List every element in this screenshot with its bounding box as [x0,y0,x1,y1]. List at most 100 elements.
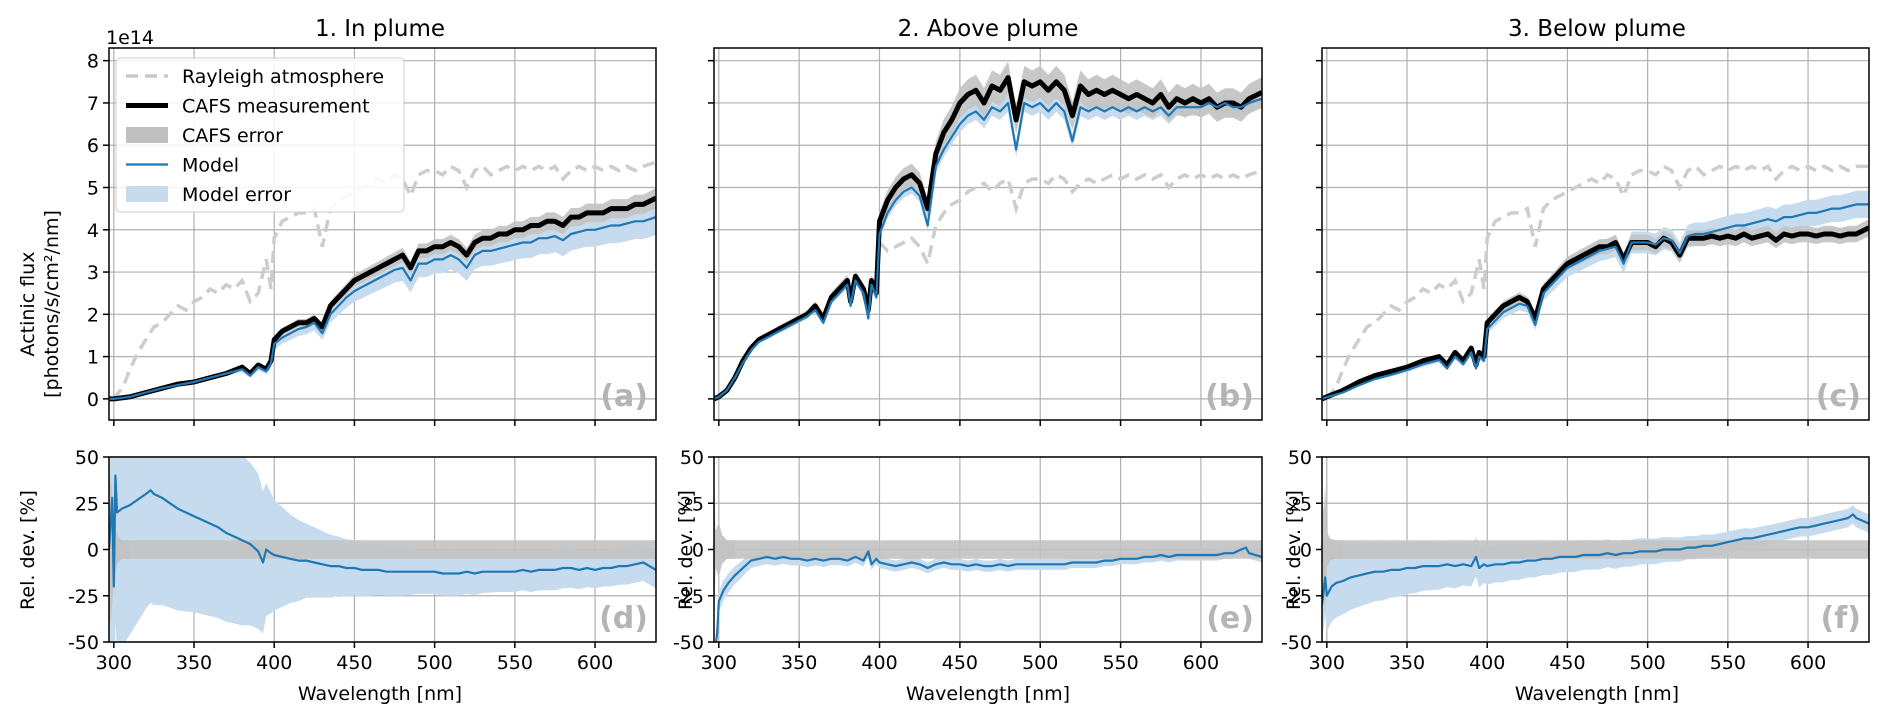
axes-frame [108,47,657,421]
panel-letter: (e) [1206,601,1254,636]
cafs-error-band [1322,540,1869,559]
cafs-error-band [714,540,1262,559]
top-ylabel-line1: Actinic flux [17,252,39,357]
data-layer [109,457,656,642]
legend-handle-patch [126,127,168,143]
y-tick-label: 3 [87,262,99,284]
x-tick-label: 600 [577,652,613,674]
legend-label: Model error [182,184,291,206]
legend-label: CAFS measurement [182,96,370,118]
panel-title-1: 1. In plume [315,16,445,42]
cafs-error-spike [714,466,735,633]
model-error-band [109,198,656,399]
x-tick-label: 450 [942,652,978,674]
top-ylabel-line2: [photons/s/cm²/nm] [41,210,63,398]
axes-frame [1321,47,1870,421]
panel-letter: (f) [1821,601,1861,636]
x-tick-label: 400 [861,652,897,674]
panel-b: (b) [708,47,1263,426]
cafs-line [1322,225,1869,402]
x-tick-label: 500 [417,652,453,674]
cafs-error-band [714,61,1262,399]
model-error-band [1322,505,1869,642]
bottom-ylabel-2: Rel. dev. [%] [675,490,697,610]
legend-frame [115,57,405,213]
model-line [714,97,1262,400]
x-tick-label: 350 [781,652,817,674]
y-tick-label: 25 [680,493,704,515]
x-tick-label: 350 [176,652,212,674]
cafs-error-spike [1322,475,1343,624]
data-layer [1322,164,1869,402]
panel-letter: (b) [1205,379,1254,414]
y-tick-label: -25 [1281,586,1312,608]
y-tick-label: 5 [87,178,99,200]
y-tick-label: 25 [1288,493,1312,515]
legend-label: Model [182,155,239,177]
model-line [109,216,656,400]
x-tick-label: 600 [1183,652,1219,674]
cafs-error-spike [109,475,130,624]
x-tick-label: 300 [1309,652,1345,674]
x-tick-label: 450 [1549,652,1585,674]
y-tick-label: 0 [692,540,704,562]
cafs-line [109,195,656,402]
data-layer [1322,475,1869,642]
rayleigh-line [878,168,1262,270]
cafs-error-band [109,188,656,399]
panel-letter: (a) [600,379,648,414]
y-tick-label: -25 [673,586,704,608]
y-tick-label: 25 [75,493,99,515]
cafs-line [714,75,1262,402]
y-tick-label: -25 [68,586,99,608]
x-tick-label: 550 [1102,652,1138,674]
x-tick-label: 500 [1022,652,1058,674]
model-line [1322,203,1869,400]
y-tick-label: 1 [87,347,99,369]
x-tick-label: 550 [497,652,533,674]
panel-title-2: 2. Above plume [898,16,1079,42]
legend-label: CAFS error [182,125,283,147]
x-tick-label: 500 [1630,652,1666,674]
y-tick-label: 6 [87,135,99,157]
x-tick-label: 450 [336,652,372,674]
x-tick-label: 300 [701,652,737,674]
xlabel-3: Wavelength [nm] [1515,683,1679,705]
model-line [109,474,656,588]
y-tick-label: 4 [87,220,99,242]
y-tick-label: 50 [1288,447,1312,469]
y-tick-label: 50 [75,447,99,469]
axes-frame [713,47,1263,421]
bottom-ylabel-3: Rel. dev. [%] [1283,490,1305,610]
y-tick-label: -50 [673,632,704,654]
sci-offset-label: 1e14 [106,27,154,49]
rayleigh-line [1325,164,1869,400]
model-line [715,546,1262,642]
panel-letter: (c) [1816,379,1861,414]
y-tick-label: 8 [87,51,99,73]
legend-label: Rayleigh atmosphere [182,66,384,88]
legend-handle-patch [126,186,168,202]
x-tick-label: 350 [1389,652,1425,674]
xlabel-1: Wavelength [nm] [298,683,462,705]
data-layer [714,61,1262,402]
panel-d: 300 350 400 450 500 550 600 -50 -25 0 25 50 (d) [68,447,657,674]
bottom-ylabel-1: Rel. dev. [%] [17,490,39,610]
panel-letter: (d) [599,601,648,636]
y-tick-label: 50 [680,447,704,469]
x-tick-label: 600 [1790,652,1826,674]
x-tick-label: 300 [96,652,132,674]
y-tick-label: -50 [68,632,99,654]
y-tick-label: -50 [1281,632,1312,654]
model-line [1322,513,1869,606]
x-tick-label: 550 [1710,652,1746,674]
y-tick-label: 2 [87,304,99,326]
y-tick-label: 0 [87,540,99,562]
xlabel-2: Wavelength [nm] [906,683,1070,705]
panel-title-3: 3. Below plume [1508,16,1686,42]
x-tick-label: 400 [256,652,292,674]
x-tick-label: 400 [1469,652,1505,674]
cafs-error-band [109,540,656,559]
